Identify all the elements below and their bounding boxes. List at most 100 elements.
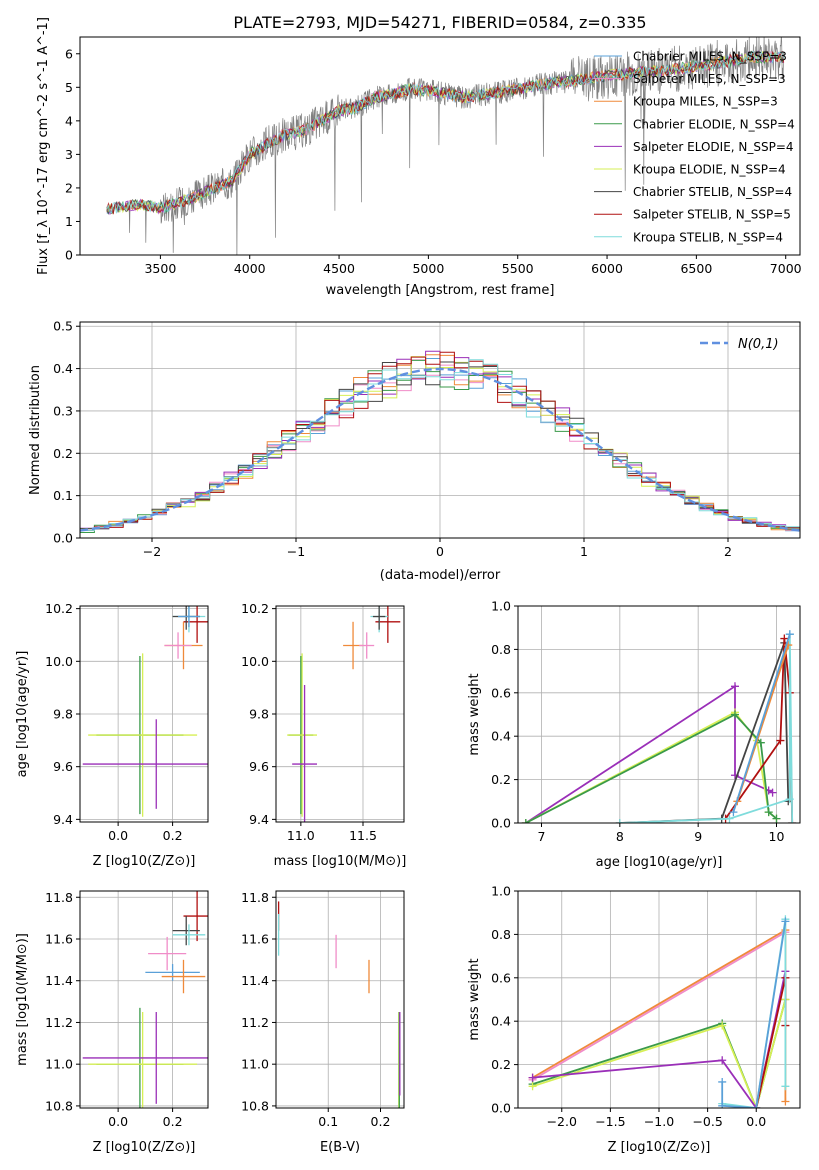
x-axis-label: E(B-V) xyxy=(320,1140,360,1155)
x-tick-label: −1.5 xyxy=(595,1114,625,1129)
y-tick-label: 11.0 xyxy=(45,1057,73,1072)
legend-label: N(0,1) xyxy=(738,337,779,352)
legend-label: Salpeter ELODIE, N_SSP=4 xyxy=(633,140,794,154)
weight-marker xyxy=(521,819,530,823)
weight-marker xyxy=(781,1082,790,1091)
y-tick-label: 0.2 xyxy=(491,772,511,787)
chart-weight_vs_age: 7 8 9 10 0.0 0.2 0.4 0.6 0.8 1.0 age [log10(age/yr… xyxy=(467,599,801,870)
y-tick-label: 9.6 xyxy=(53,759,73,774)
chart-mass_vs_ebv: 0.1 0.2 10.8 11.0 11.2 11.4 11.6 11.8 E(B-V) xyxy=(241,890,405,1155)
y-tick-label: 11.6 xyxy=(241,931,269,946)
error-bar-point xyxy=(178,606,200,628)
weight-marker xyxy=(730,682,739,691)
error-bar-point xyxy=(88,653,198,817)
error-bar-point xyxy=(161,959,206,994)
x-tick-label: 0 xyxy=(436,544,444,559)
y-tick-label: 9.6 xyxy=(249,759,269,774)
x-tick-label: 1 xyxy=(580,544,588,559)
y-tick-label: 9.4 xyxy=(53,812,73,827)
x-tick-label: 2 xyxy=(724,544,732,559)
axes-frame xyxy=(275,890,405,1109)
legend-label: Kroupa MILES, N_SSP=3 xyxy=(633,95,778,109)
x-tick-label: 4000 xyxy=(234,261,266,276)
y-tick-label: 0.4 xyxy=(491,729,511,744)
error-bar-point xyxy=(183,891,208,942)
y-tick-label: 9.8 xyxy=(249,707,269,722)
x-axis-label: Z [log10(Z/Z⊙)] xyxy=(93,854,196,869)
x-axis-label: (data-model)/error xyxy=(380,568,501,583)
error-bar-point xyxy=(292,685,318,822)
x-tick-label: 7000 xyxy=(770,261,802,276)
error-bar-point xyxy=(145,964,200,981)
weight-marker xyxy=(718,1101,727,1108)
y-tick-label: 0.0 xyxy=(53,531,73,546)
weight-marker xyxy=(718,1077,727,1086)
y-tick-label: 5 xyxy=(65,80,73,95)
plot-area xyxy=(106,37,785,255)
weight-series-line xyxy=(619,642,790,823)
weight-marker xyxy=(785,795,794,804)
x-tick-label: 10 xyxy=(769,829,785,844)
x-tick-label: 0.1 xyxy=(318,1114,338,1129)
y-tick-label: 10.0 xyxy=(241,654,269,669)
x-tick-label: 7 xyxy=(538,829,546,844)
x-tick-label: 6500 xyxy=(680,261,712,276)
x-tick-label: −1 xyxy=(287,544,305,559)
y-tick-label: 0 xyxy=(65,248,73,263)
y-tick-label: 11.8 xyxy=(45,890,73,905)
error-bar-point xyxy=(148,936,187,971)
y-tick-label: 11.2 xyxy=(241,1015,269,1030)
plot-area xyxy=(80,350,800,533)
x-axis-label: mass [log10(M/M⊙)] xyxy=(274,854,407,869)
weight-marker xyxy=(772,814,781,823)
y-tick-label: 11.8 xyxy=(241,890,269,905)
y-tick-label: 1.0 xyxy=(491,599,511,614)
y-tick-label: 10.8 xyxy=(241,1098,269,1113)
y-tick-label: 10.2 xyxy=(45,601,73,616)
plot-area xyxy=(277,901,401,1108)
y-tick-label: 0.2 xyxy=(491,1057,511,1072)
y-tick-label: 0.8 xyxy=(491,642,511,657)
error-bar-point xyxy=(82,719,208,809)
x-tick-label: 0.2 xyxy=(163,828,183,843)
x-axis-label: Z [log10(Z/Z⊙)] xyxy=(93,1140,196,1155)
chart-mass_vs_Z: 0.0 0.2 10.8 11.0 11.2 11.4 11.6 11.8 Z [log10(Z… xyxy=(15,890,209,1155)
x-axis-label: Z [log10(Z/Z⊙)] xyxy=(608,1140,711,1155)
weight-series-line xyxy=(732,633,791,813)
y-axis-label: Normed distribution xyxy=(28,365,43,495)
y-tick-label: 10.2 xyxy=(241,601,269,616)
y-axis-label: mass [log10(M/M⊙)] xyxy=(15,933,30,1066)
x-tick-label: −2 xyxy=(143,544,161,559)
weight-marker xyxy=(718,1056,727,1065)
chart-spectrum: 3500 4000 4500 5000 5500 6000 6500 7000 0 1 2 3 4 5 6 C… xyxy=(36,17,802,298)
error-bar-point xyxy=(82,1012,208,1104)
weight-marker xyxy=(785,630,794,639)
weight-series-line xyxy=(532,931,786,1081)
y-tick-label: 2 xyxy=(65,180,73,195)
y-tick-label: 0.0 xyxy=(491,816,511,831)
y-tick-label: 11.0 xyxy=(241,1057,269,1072)
figure-title: PLATE=2793, MJD=54271, FIBERID=0584, z=0… xyxy=(233,13,646,32)
y-tick-label: 0.3 xyxy=(53,403,73,418)
weight-marker xyxy=(528,1073,537,1082)
plot-area xyxy=(528,915,790,1108)
y-tick-label: 0.6 xyxy=(491,685,511,700)
y-tick-label: 1.0 xyxy=(491,884,511,899)
x-tick-label: 8 xyxy=(616,829,624,844)
residual-histogram xyxy=(80,361,800,530)
model-spectrum-line xyxy=(106,50,785,214)
weight-marker xyxy=(781,917,790,926)
y-axis-label: mass weight xyxy=(467,673,482,755)
weight-marker xyxy=(752,1104,761,1108)
y-axis-label: Flux [f_λ 10^-17 erg cm^-2 s^-1 A^-1] xyxy=(36,17,51,275)
x-tick-label: 4500 xyxy=(323,261,355,276)
y-tick-label: 1 xyxy=(65,214,73,229)
x-tick-label: 0.0 xyxy=(746,1114,766,1129)
error-bar-point xyxy=(287,653,318,817)
y-tick-label: 0.0 xyxy=(491,1101,511,1116)
x-tick-label: 0.0 xyxy=(108,828,128,843)
x-tick-label: 5000 xyxy=(412,261,444,276)
x-tick-label: 9 xyxy=(694,829,702,844)
y-tick-label: 10.0 xyxy=(45,654,73,669)
weight-marker xyxy=(718,1021,727,1030)
